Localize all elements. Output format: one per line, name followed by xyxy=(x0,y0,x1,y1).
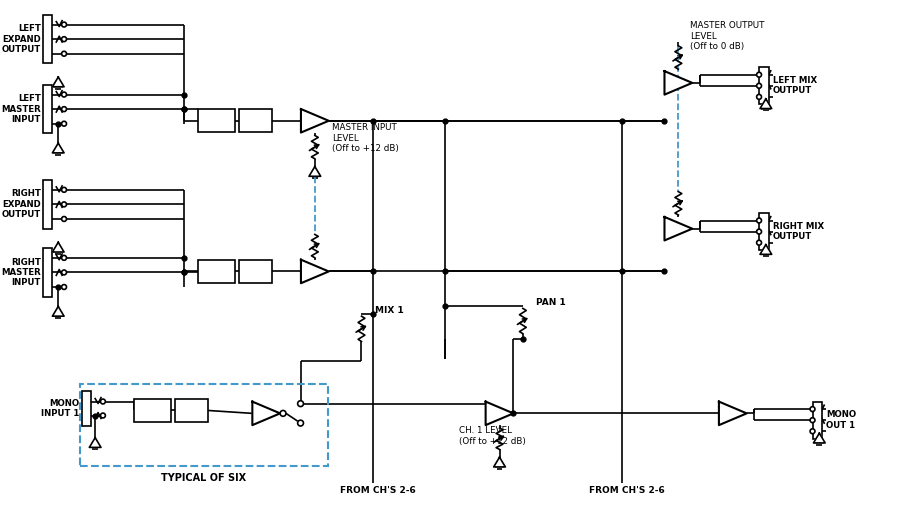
Text: FROM CH'S 2-6: FROM CH'S 2-6 xyxy=(589,486,665,495)
Bar xyxy=(82,391,91,426)
Bar xyxy=(813,401,823,439)
Polygon shape xyxy=(494,457,506,467)
Circle shape xyxy=(101,399,105,404)
Text: LEFT MIX
OUTPUT: LEFT MIX OUTPUT xyxy=(773,76,817,95)
Circle shape xyxy=(298,420,303,426)
Text: MASTER INPUT
LEVEL
(Off to +12 dB): MASTER INPUT LEVEL (Off to +12 dB) xyxy=(332,123,400,153)
Text: RIGHT
EXPAND
OUTPUT: RIGHT EXPAND OUTPUT xyxy=(2,189,40,219)
Circle shape xyxy=(61,52,67,56)
Polygon shape xyxy=(89,438,101,447)
Text: PAN 1: PAN 1 xyxy=(536,298,566,307)
Bar xyxy=(759,213,769,250)
Text: MONO
INPUT 1: MONO INPUT 1 xyxy=(41,399,79,418)
Text: FILTER: FILTER xyxy=(136,410,169,419)
Circle shape xyxy=(810,429,814,434)
Circle shape xyxy=(61,285,67,289)
Circle shape xyxy=(757,83,761,88)
Circle shape xyxy=(61,270,67,275)
Text: RFI: RFI xyxy=(144,402,161,411)
Bar xyxy=(198,109,235,132)
Bar xyxy=(42,15,52,64)
Bar xyxy=(198,260,235,283)
Polygon shape xyxy=(52,307,64,316)
Bar xyxy=(239,260,272,283)
Circle shape xyxy=(61,202,67,207)
Polygon shape xyxy=(814,433,825,443)
Bar xyxy=(175,399,208,422)
Circle shape xyxy=(757,218,761,223)
Circle shape xyxy=(61,92,67,97)
Polygon shape xyxy=(252,401,280,425)
Bar xyxy=(134,399,171,422)
Circle shape xyxy=(810,418,814,423)
Circle shape xyxy=(61,187,67,192)
Polygon shape xyxy=(719,401,747,425)
Polygon shape xyxy=(301,109,328,132)
Circle shape xyxy=(757,229,761,234)
Circle shape xyxy=(61,121,67,126)
Bar xyxy=(239,109,272,132)
Text: FILTER: FILTER xyxy=(200,120,233,129)
Circle shape xyxy=(298,401,303,407)
Text: MASTER OUTPUT
LEVEL
(Off to 0 dB): MASTER OUTPUT LEVEL (Off to 0 dB) xyxy=(690,21,764,51)
Text: 0  dB: 0 dB xyxy=(243,267,268,276)
Text: LEFT
MASTER
INPUT: LEFT MASTER INPUT xyxy=(1,94,40,124)
Text: RIGHT
MASTER
INPUT: RIGHT MASTER INPUT xyxy=(1,258,40,287)
Text: RIGHT MIX
OUTPUT: RIGHT MIX OUTPUT xyxy=(773,222,824,241)
Circle shape xyxy=(757,94,761,99)
Bar xyxy=(79,384,328,466)
Polygon shape xyxy=(760,244,771,255)
Text: RFI: RFI xyxy=(209,113,225,121)
Bar xyxy=(759,67,769,104)
Circle shape xyxy=(757,72,761,77)
Polygon shape xyxy=(760,99,771,109)
Bar xyxy=(42,180,52,229)
Text: 0  dB: 0 dB xyxy=(179,406,204,416)
Text: MONO
OUT 1: MONO OUT 1 xyxy=(826,411,856,430)
Circle shape xyxy=(61,37,67,41)
Text: RFI: RFI xyxy=(209,263,225,272)
Bar xyxy=(42,248,52,297)
Polygon shape xyxy=(664,217,692,240)
Polygon shape xyxy=(486,401,513,425)
Text: 0  dB: 0 dB xyxy=(243,116,268,126)
Circle shape xyxy=(757,240,761,245)
Circle shape xyxy=(101,413,105,418)
Text: FILTER: FILTER xyxy=(200,271,233,280)
Circle shape xyxy=(280,411,286,416)
Circle shape xyxy=(810,407,814,412)
Text: MIX 1: MIX 1 xyxy=(375,306,404,315)
Circle shape xyxy=(61,256,67,260)
Polygon shape xyxy=(52,143,64,153)
Polygon shape xyxy=(301,260,328,283)
Polygon shape xyxy=(52,242,64,252)
Circle shape xyxy=(61,107,67,112)
Polygon shape xyxy=(664,71,692,94)
Text: TYPICAL OF SIX: TYPICAL OF SIX xyxy=(161,473,247,482)
Text: LEFT
EXPAND
OUTPUT: LEFT EXPAND OUTPUT xyxy=(2,24,40,54)
Polygon shape xyxy=(52,77,64,87)
Text: FROM CH'S 2-6: FROM CH'S 2-6 xyxy=(340,486,416,495)
Polygon shape xyxy=(309,167,320,176)
Circle shape xyxy=(61,217,67,221)
Circle shape xyxy=(61,22,67,27)
Bar xyxy=(42,85,52,133)
Text: CH. 1 LEVEL
(Off to +12 dB): CH. 1 LEVEL (Off to +12 dB) xyxy=(459,426,526,445)
